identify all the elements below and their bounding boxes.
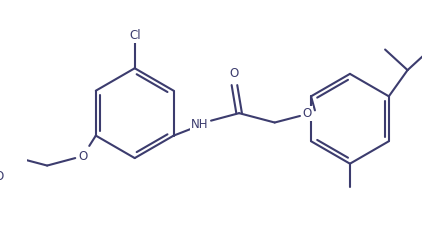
Text: Cl: Cl [129,29,141,42]
Text: O: O [303,107,312,120]
Text: O: O [78,150,87,163]
Text: NH: NH [191,118,208,131]
Text: O: O [0,170,3,183]
Text: O: O [230,67,239,80]
